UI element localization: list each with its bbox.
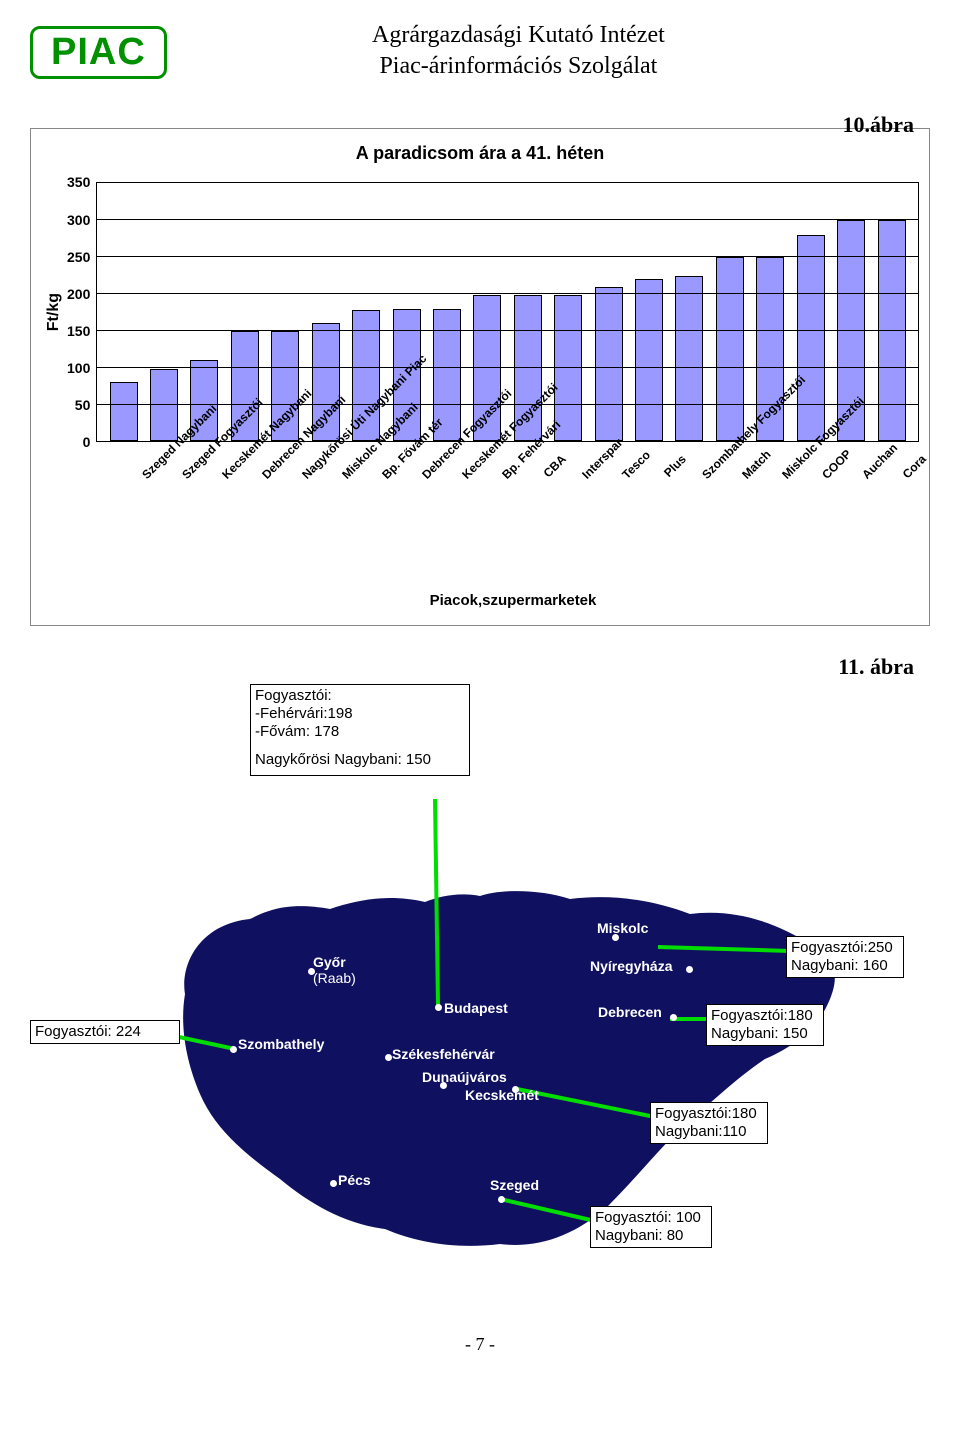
deb-l1: Fogyasztói:180: [711, 1007, 813, 1025]
bar: [150, 369, 178, 441]
gridline: [97, 256, 918, 257]
gridline: [97, 404, 918, 405]
szh-l1: Fogyasztói: 224: [35, 1023, 169, 1041]
bp-l3: -Fővám: 178: [255, 723, 459, 741]
chart-ylabel: Ft/kg: [41, 293, 67, 331]
city-dunaujvaros: Dunaújváros: [422, 1069, 507, 1085]
piac-logo: PIAC: [30, 26, 167, 79]
bp-l4: Nagykőrösi Nagybani: 150: [255, 751, 459, 769]
mis-l1: Fogyasztói:250: [791, 939, 893, 957]
city-szombathely: Szombathely: [238, 1036, 324, 1052]
gridline: [97, 367, 918, 368]
kec-l1: Fogyasztói:180: [655, 1105, 757, 1123]
sze-l1: Fogyasztói: 100: [595, 1209, 701, 1227]
city-miskolc: Miskolc: [597, 920, 648, 936]
city-szekesfehervar: Székesfehérvár: [392, 1046, 495, 1062]
bar: [595, 287, 623, 442]
chart-x-caption: Piacok,szupermarketek: [107, 592, 919, 609]
chart-title: A paradicsom ára a 41. héten: [41, 143, 919, 164]
info-box-kecskemet: Fogyasztói:180 Nagybani:110: [650, 1102, 768, 1144]
city-kecskemet: Kecskemét: [465, 1087, 539, 1103]
city-szeged: Szeged: [490, 1177, 539, 1193]
hungary-map-svg: [30, 674, 930, 1314]
figure-11-map: Fogyasztói: -Fehérvári:198 -Fővám: 178 N…: [30, 674, 930, 1314]
figure-10-chart: A paradicsom ára a 41. héten Ft/kg 35030…: [30, 128, 930, 626]
city-gyor: Győr (Raab): [313, 954, 356, 986]
bar: [675, 276, 703, 442]
city-nyiregyhaza: Nyíregyháza: [590, 958, 672, 974]
city-pecs: Pécs: [338, 1172, 371, 1188]
bar: [635, 279, 663, 441]
info-box-debrecen: Fogyasztói:180 Nagybani: 150: [706, 1004, 824, 1046]
page-number: - 7 -: [30, 1334, 930, 1355]
city-budapest: Budapest: [444, 1000, 508, 1016]
chart-xaxis: Szeged NagybaniSzeged FogyasztóiKecskemé…: [107, 442, 919, 602]
header-line1: Agrárgazdasági Kutató Intézet: [187, 20, 850, 51]
bar: [797, 235, 825, 441]
info-box-miskolc: Fogyasztói:250 Nagybani: 160: [786, 936, 904, 978]
piac-logo-text: PIAC: [51, 31, 146, 73]
xlabel: Cora: [899, 452, 929, 482]
info-box-budapest: Fogyasztói: -Fehérvári:198 -Fővám: 178 N…: [250, 684, 470, 776]
gridline: [97, 330, 918, 331]
chart-plot-area: [96, 182, 919, 442]
bar: [716, 257, 744, 441]
bar: [554, 295, 582, 441]
chart-yaxis: 350300250200150100500: [67, 182, 96, 442]
header-line2: Piac-árinformációs Szolgálat: [187, 51, 850, 82]
info-box-szeged: Fogyasztói: 100 Nagybani: 80: [590, 1206, 712, 1248]
header-titles: Agrárgazdasági Kutató Intézet Piac-árinf…: [187, 20, 930, 82]
bar: [110, 382, 138, 441]
gridline: [97, 219, 918, 220]
page-header: PIAC Agrárgazdasági Kutató Intézet Piac-…: [30, 20, 930, 82]
bp-l2: -Fehérvári:198: [255, 705, 459, 723]
info-box-szombathely: Fogyasztói: 224: [30, 1020, 180, 1044]
sze-l2: Nagybani: 80: [595, 1227, 701, 1245]
gridline: [97, 293, 918, 294]
mis-l2: Nagybani: 160: [791, 957, 893, 975]
deb-l2: Nagybani: 150: [711, 1025, 813, 1043]
bp-l1: Fogyasztói:: [255, 687, 459, 705]
kec-l2: Nagybani:110: [655, 1123, 757, 1141]
city-debrecen: Debrecen: [598, 1004, 662, 1020]
